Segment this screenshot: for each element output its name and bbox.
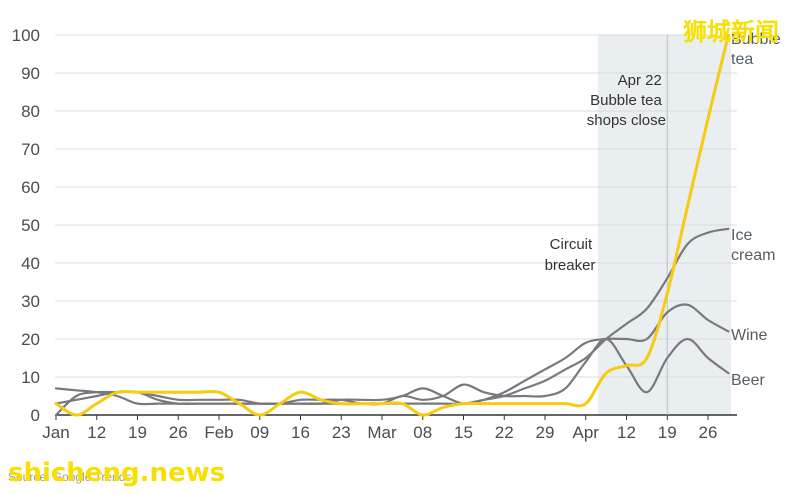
series-label-line: Wine xyxy=(731,327,768,344)
y-tick-50: 50 xyxy=(21,216,40,235)
x-tick-14: 12 xyxy=(617,423,636,442)
series-label-bubble-tea: Bubble tea xyxy=(731,31,781,68)
x-tick-12: 29 xyxy=(536,423,555,442)
circuit-breaker-line-1: Circuit xyxy=(550,236,593,253)
series-label-line: Beer xyxy=(731,372,765,389)
series-label-line: Bubble xyxy=(731,31,781,48)
y-tick-40: 40 xyxy=(21,254,40,273)
y-tick-90: 90 xyxy=(21,64,40,83)
x-axis-tick-labels: Jan 12 19 26 Feb 09 16 23 Mar 08 15 22 29 Apr 12 19 26 xyxy=(42,415,717,442)
series-label-beer: Beer xyxy=(731,372,765,389)
y-tick-10: 10 xyxy=(21,368,40,387)
x-tick-15: 19 xyxy=(658,423,677,442)
y-tick-20: 20 xyxy=(21,330,40,349)
series-line-bubble-tea xyxy=(54,33,730,417)
circuit-breaker-line-2: breaker xyxy=(545,257,596,274)
x-tick-5: 09 xyxy=(250,423,269,442)
x-tick-11: 22 xyxy=(495,423,514,442)
series-label-wine: Wine xyxy=(731,327,768,344)
x-tick-4: Feb xyxy=(204,423,233,442)
grid-lines xyxy=(55,34,737,416)
y-tick-0: 0 xyxy=(31,406,40,425)
x-tick-8: Mar xyxy=(367,423,397,442)
x-tick-9: 08 xyxy=(413,423,432,442)
source-credit: Source: Google Trends xyxy=(8,470,131,484)
x-tick-7: 23 xyxy=(332,423,351,442)
y-axis-tick-labels: 0 10 20 30 40 50 60 70 80 90 100 xyxy=(12,26,40,425)
x-tick-0: Jan xyxy=(42,423,69,442)
x-tick-16: 26 xyxy=(699,423,718,442)
series-label-line: Ice xyxy=(731,227,752,244)
series-label-ice-cream: Ice cream xyxy=(731,227,775,264)
y-tick-30: 30 xyxy=(21,292,40,311)
series-line-beer xyxy=(54,337,730,406)
x-tick-13: Apr xyxy=(573,423,600,442)
x-tick-3: 26 xyxy=(169,423,188,442)
y-tick-100: 100 xyxy=(12,26,40,45)
x-tick-6: 16 xyxy=(291,423,310,442)
y-tick-70: 70 xyxy=(21,140,40,159)
series-lines xyxy=(54,33,730,417)
x-tick-10: 15 xyxy=(454,423,473,442)
series-label-line: tea xyxy=(731,51,753,68)
apr-22-annotation: Apr 22 Bubble tea shops close xyxy=(587,72,666,129)
series-label-line: cream xyxy=(731,247,775,264)
x-tick-1: 12 xyxy=(87,423,106,442)
x-tick-2: 19 xyxy=(128,423,147,442)
y-tick-80: 80 xyxy=(21,102,40,121)
apr-22-line-3: shops close xyxy=(587,112,666,129)
series-labels: Bubble tea Ice cream Wine Beer xyxy=(731,31,781,389)
chinese-watermark: 狮城新闻 xyxy=(683,18,779,46)
y-tick-60: 60 xyxy=(21,178,40,197)
apr-22-line-1: Apr 22 xyxy=(618,72,662,89)
site-watermark: shicheng.news xyxy=(8,458,225,488)
circuit-breaker-annotation: Circuit breaker xyxy=(545,236,597,274)
apr-22-line-2: Bubble tea xyxy=(590,92,662,109)
